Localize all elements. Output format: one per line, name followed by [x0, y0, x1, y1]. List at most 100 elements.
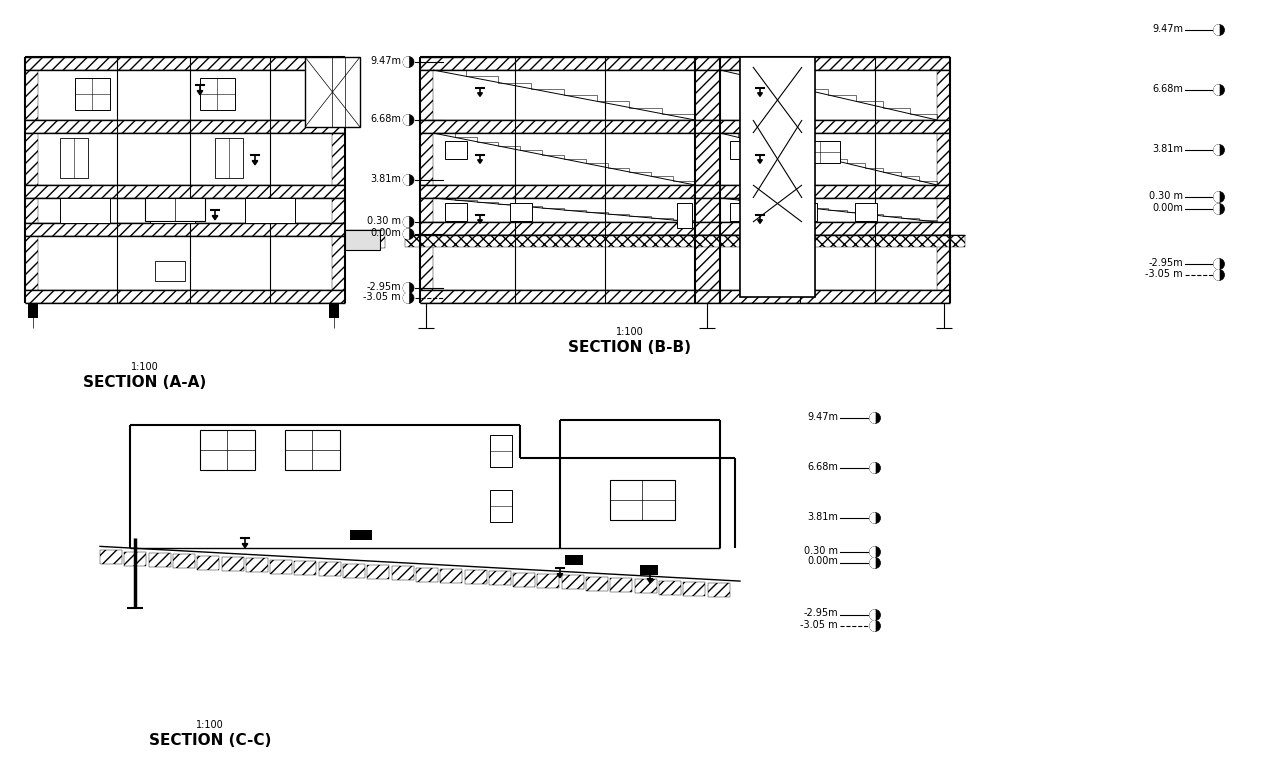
Bar — [25, 120, 345, 133]
Bar — [25, 185, 345, 198]
Bar — [60, 198, 110, 223]
Bar — [794, 203, 817, 221]
Text: 0.30 m: 0.30 m — [367, 215, 400, 225]
Text: SECTION (C-C): SECTION (C-C) — [148, 733, 271, 748]
Bar — [144, 198, 205, 221]
Polygon shape — [478, 92, 483, 96]
Bar — [799, 141, 840, 163]
Bar — [587, 577, 608, 591]
Text: -3.05 m: -3.05 m — [801, 620, 837, 630]
Bar — [172, 555, 195, 568]
Text: 0.00m: 0.00m — [370, 228, 400, 238]
Circle shape — [1214, 258, 1224, 270]
Bar — [565, 555, 583, 565]
Bar — [561, 575, 584, 589]
Text: 3.81m: 3.81m — [370, 173, 400, 183]
Bar — [730, 203, 753, 221]
Bar — [343, 564, 365, 578]
Bar — [25, 290, 345, 303]
Circle shape — [1214, 144, 1224, 156]
Wedge shape — [403, 217, 408, 227]
Polygon shape — [212, 215, 218, 220]
Polygon shape — [647, 578, 653, 583]
Bar — [319, 562, 341, 576]
Bar — [659, 581, 680, 594]
Circle shape — [403, 216, 414, 228]
Polygon shape — [198, 91, 203, 95]
Bar — [683, 582, 706, 596]
Bar — [155, 261, 185, 281]
Bar — [198, 555, 219, 570]
Wedge shape — [403, 175, 408, 185]
Bar — [537, 574, 560, 588]
Bar — [367, 565, 389, 579]
Bar — [489, 571, 511, 585]
Text: 1:100: 1:100 — [616, 327, 644, 337]
Bar — [405, 235, 965, 247]
Circle shape — [1214, 203, 1224, 215]
Bar — [124, 552, 146, 565]
Bar — [345, 230, 385, 248]
Circle shape — [869, 620, 881, 632]
Text: 9.47m: 9.47m — [1152, 24, 1183, 34]
Wedge shape — [870, 610, 875, 620]
Bar — [513, 573, 535, 587]
Wedge shape — [1214, 259, 1219, 269]
Bar — [200, 78, 234, 110]
Text: -3.05 m: -3.05 m — [364, 292, 400, 302]
Circle shape — [403, 293, 414, 303]
Bar — [740, 57, 815, 297]
Wedge shape — [403, 293, 408, 303]
Bar — [28, 303, 38, 318]
Text: 9.47m: 9.47m — [370, 56, 400, 66]
Circle shape — [1214, 270, 1224, 280]
Wedge shape — [403, 57, 408, 67]
Bar — [305, 57, 360, 127]
Circle shape — [869, 413, 881, 423]
Polygon shape — [478, 160, 483, 163]
Bar — [75, 78, 110, 110]
Text: 6.68m: 6.68m — [807, 461, 837, 471]
Bar — [332, 57, 345, 303]
Circle shape — [1214, 85, 1224, 96]
Bar — [465, 570, 487, 584]
Polygon shape — [758, 220, 763, 223]
Circle shape — [1214, 24, 1224, 35]
Text: SECTION (A-A): SECTION (A-A) — [84, 375, 207, 390]
Bar — [246, 558, 267, 572]
Bar — [419, 290, 950, 303]
Polygon shape — [478, 220, 483, 223]
Circle shape — [403, 115, 414, 125]
Circle shape — [869, 558, 881, 568]
Wedge shape — [403, 283, 408, 293]
Text: 1:100: 1:100 — [196, 720, 224, 730]
Text: 6.68m: 6.68m — [370, 114, 400, 124]
Text: 3.81m: 3.81m — [1152, 144, 1183, 154]
Text: -2.95m: -2.95m — [803, 608, 837, 619]
Bar — [25, 57, 345, 70]
Bar — [60, 138, 87, 178]
Polygon shape — [758, 160, 763, 163]
Bar — [419, 185, 950, 198]
Text: -2.95m: -2.95m — [366, 281, 400, 292]
Wedge shape — [1214, 270, 1219, 280]
Text: 0.00m: 0.00m — [1152, 202, 1183, 212]
Text: 9.47m: 9.47m — [807, 412, 837, 422]
Bar — [511, 203, 532, 221]
Bar — [490, 490, 512, 522]
Bar — [350, 530, 372, 540]
Bar — [740, 57, 753, 297]
Polygon shape — [100, 546, 740, 598]
Wedge shape — [870, 413, 875, 423]
Bar — [490, 435, 512, 467]
Bar — [419, 57, 433, 303]
Text: 6.68m: 6.68m — [1152, 83, 1183, 93]
Bar — [419, 57, 950, 70]
Bar — [25, 223, 345, 236]
Wedge shape — [1214, 85, 1219, 95]
Bar — [611, 578, 632, 592]
Circle shape — [869, 546, 881, 558]
Wedge shape — [870, 621, 875, 631]
Bar — [938, 57, 950, 303]
Bar — [640, 565, 658, 575]
